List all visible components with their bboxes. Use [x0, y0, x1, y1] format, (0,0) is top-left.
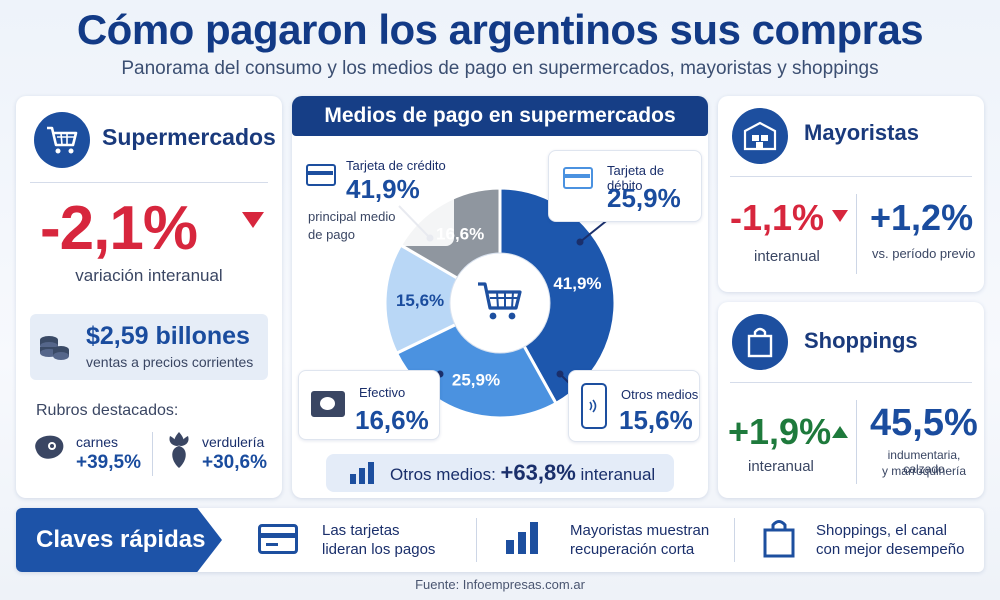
leader-dot — [556, 370, 564, 378]
shoppings-card: Shoppings +1,9% interanual 45,5% indumen… — [718, 302, 984, 498]
other-growth-pill — [326, 454, 674, 492]
sales-label: ventas a precios corrientes — [86, 354, 254, 370]
up-arrow-icon — [832, 426, 848, 438]
sales-value: $2,59 billones — [86, 322, 250, 350]
pie-center — [449, 252, 551, 354]
supermercados-card: Supermercados -2,1% variación interanual… — [16, 96, 282, 498]
shoppings-variation: +1,9% — [728, 411, 832, 452]
clave-item-3-line2: con mejor desempeño — [816, 541, 965, 558]
divider — [730, 176, 972, 177]
pie-slice-label: 15,6% — [396, 291, 444, 310]
divider — [476, 518, 477, 562]
shoppings-share: 45,5% — [870, 402, 978, 444]
mayoristas-card: Mayoristas -1,1% interanual +1,2% vs. pe… — [718, 96, 984, 292]
pie-slice-otros-medios — [383, 243, 504, 356]
credit-card-icon — [306, 164, 336, 186]
legend-other-label: Otros medios — [621, 387, 699, 402]
cart-icon — [34, 112, 90, 168]
legend-credit-label: Tarjeta de crédito — [346, 158, 446, 173]
meat-icon — [30, 432, 68, 471]
shopping-bag-icon — [732, 314, 788, 370]
clave-item-1-line1: Las tarjetas — [322, 522, 400, 539]
vegetable-icon — [164, 430, 194, 475]
clave-item-3-line1: Shoppings, el canal — [816, 522, 947, 539]
clave-item-1-line2: lideran los pagos — [322, 541, 436, 558]
clave-item-2-line2: recuperación corta — [570, 541, 695, 558]
page-title: Cómo pagaron los argentinos sus compras — [76, 6, 924, 53]
divider — [856, 400, 857, 484]
debit-card-icon — [563, 167, 593, 189]
mayoristas-variation-label: interanual — [754, 248, 820, 265]
legend-credit: Tarjeta de crédito 41,9% principal medio… — [298, 150, 454, 246]
page-subtitle: Panorama del consumo y los medios de pag… — [121, 58, 879, 79]
mayoristas-heading: Mayoristas — [804, 120, 919, 145]
legend-cash: Efectivo 16,6% — [298, 370, 440, 440]
divider — [152, 432, 153, 476]
other-growth-value: +63,8% — [500, 460, 576, 485]
clave-item-2-line1: Mayoristas muestran — [570, 522, 710, 539]
claves-label: Claves rápidas — [16, 508, 222, 572]
legend-debit-label: Tarjeta de débito — [607, 163, 665, 193]
mayoristas-variation: -1,1% — [730, 197, 825, 238]
down-arrow-icon — [832, 210, 848, 222]
pie-slice-label: 25,9% — [452, 370, 500, 389]
sales-box — [30, 314, 268, 380]
coins-icon — [38, 334, 70, 367]
leader-line — [579, 217, 611, 243]
divider — [734, 518, 735, 562]
chart-title: Medios de pago en supermercados — [324, 104, 676, 127]
other-growth-prefix: Otros medios: — [390, 465, 496, 484]
supermercados-variation-label: variación interanual — [75, 266, 223, 285]
rubro-value-verduleria: +30,6% — [202, 452, 267, 473]
cart-icon — [478, 282, 522, 320]
legend-other: Otros medios 15,6% — [568, 370, 700, 442]
mayoristas-previous-label: vs. período previo — [872, 246, 976, 261]
credit-card-icon — [258, 524, 298, 554]
pie-slice-label: 41,9% — [553, 274, 601, 293]
bar-chart-icon — [350, 462, 376, 489]
legend-other-value: 15,6% — [619, 405, 693, 435]
supermercados-heading: Supermercados — [102, 124, 276, 150]
rubros-heading: Rubros destacados: — [36, 402, 179, 419]
legend-debit-value: 25,9% — [607, 183, 681, 213]
other-growth-suffix: interanual — [580, 465, 656, 484]
divider — [730, 382, 972, 383]
rubro-name-verduleria: verdulería — [202, 434, 265, 450]
rubro-value-carnes: +39,5% — [76, 452, 141, 473]
legend-cash-label: Efectivo — [359, 385, 406, 400]
legend-cash-value: 16,6% — [355, 405, 429, 435]
leader-dot — [576, 238, 584, 246]
divider — [856, 194, 857, 274]
shopping-bag-icon — [762, 518, 796, 563]
bar-chart-icon — [506, 522, 540, 559]
shoppings-heading: Shoppings — [804, 328, 918, 353]
shoppings-variation-label: interanual — [748, 458, 814, 475]
source-note: Fuente: Infoempresas.com.ar — [415, 577, 585, 592]
shoppings-share-label-1: indumentaria, calzado — [887, 448, 961, 476]
phone-icon — [581, 383, 607, 429]
mayoristas-previous: +1,2% — [870, 197, 974, 238]
supermercados-variation: -2,1% — [40, 194, 198, 263]
legend-credit-note: principal medio de pago — [308, 209, 396, 242]
other-growth-text: Otros medios: +63,8% interanual — [390, 460, 655, 486]
shoppings-share-label-2: y marroquinería — [881, 464, 967, 478]
warehouse-icon — [732, 108, 788, 164]
legend-credit-value: 41,9% — [346, 174, 420, 204]
cash-icon — [311, 391, 345, 417]
divider — [30, 182, 268, 183]
chart-title-banner — [292, 96, 708, 136]
down-arrow-icon — [242, 212, 264, 228]
rubro-name-carnes: carnes — [76, 434, 119, 450]
legend-debit: Tarjeta de débito 25,9% — [548, 150, 702, 222]
